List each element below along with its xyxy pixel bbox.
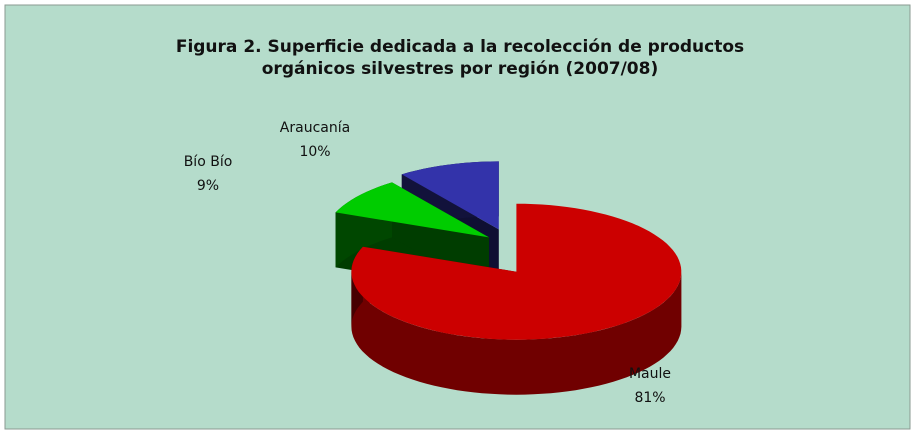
slice-value-label: 10% bbox=[299, 144, 330, 160]
slice-label: Maule bbox=[629, 366, 671, 382]
pie-slice bbox=[335, 182, 489, 238]
slice-value-label: 81% bbox=[634, 390, 665, 406]
chart-title: Figura 2. Superficie dedicada a la recol… bbox=[175, 37, 745, 79]
pie-slice bbox=[401, 161, 499, 230]
slice-value-label: 9% bbox=[197, 178, 219, 194]
pie-slice bbox=[351, 203, 682, 340]
slice-side bbox=[351, 271, 682, 395]
slice-label: Araucanía bbox=[280, 120, 350, 136]
slice-label: Bío Bío bbox=[184, 154, 233, 170]
